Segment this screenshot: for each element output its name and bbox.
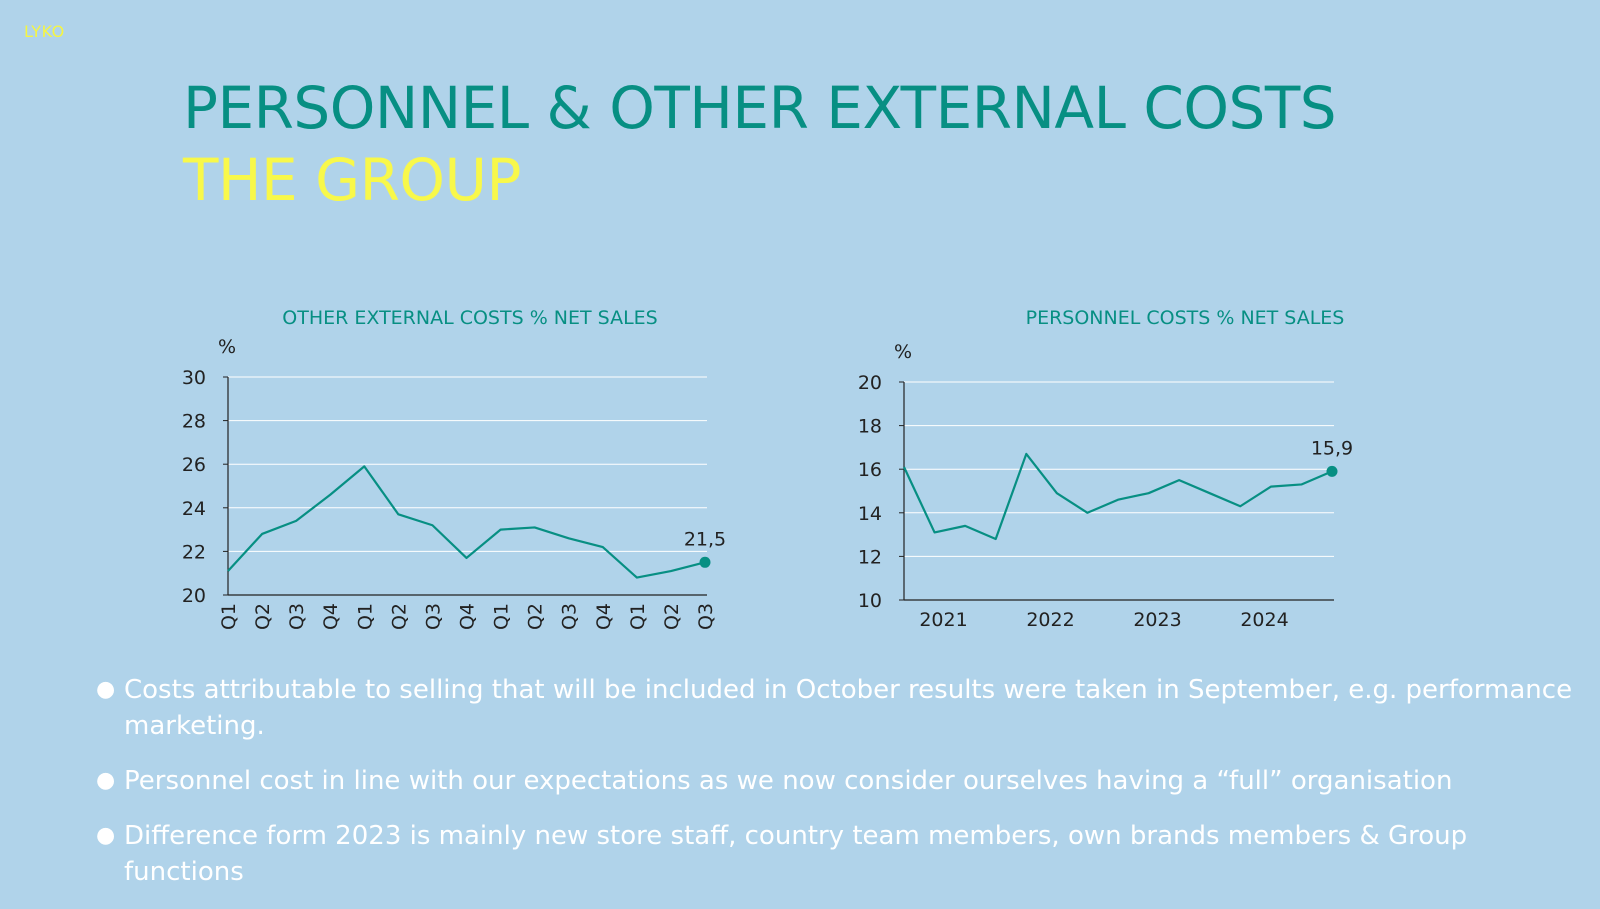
x-tick-label: Q2 — [525, 603, 547, 630]
last-data-point — [1326, 465, 1338, 477]
x-tick-label: Q3 — [286, 603, 308, 630]
y-tick-label: 14 — [858, 503, 882, 525]
chart-personnel-costs: 10 12 14 16 18 20% 2021 2022 2023 2024 15,9 — [858, 341, 1353, 631]
y-tick-label: 18 — [858, 416, 882, 438]
last-data-point — [699, 556, 711, 568]
y-tick-label: 28 — [182, 411, 206, 433]
data-line — [903, 452, 1333, 541]
y-tick-label: 22 — [182, 541, 206, 563]
bullet-text: Difference form 2023 is mainly new store… — [124, 821, 1468, 887]
x-tick-label: Q3 — [559, 603, 581, 630]
data-line — [227, 465, 706, 579]
y-tick-label: 20 — [858, 372, 882, 394]
x-tick-label: 2023 — [1133, 609, 1181, 631]
chart-other-external-costs: 20 22 24 26 28 30% Q1 Q2 Q3 Q4 Q1 Q2 Q3 Q4 Q1 Q2 Q3 Q4 Q1 Q… — [182, 336, 726, 630]
bullet-item: ● Difference form 2023 is mainly new stor… — [96, 818, 1576, 890]
x-tick-label: Q1 — [627, 603, 649, 630]
x-tick-label: Q2 — [388, 603, 410, 630]
chart1-title: OTHER EXTERNAL COSTS % NET SALES — [282, 307, 658, 329]
y-axis-label: % — [218, 336, 236, 358]
x-tick-label: Q3 — [695, 603, 717, 630]
y-tick-label: 10 — [858, 590, 882, 612]
bullet-item: ● Costs attributable to selling that will… — [96, 672, 1576, 744]
x-tick-label: Q2 — [252, 603, 274, 630]
y-tick-label: 12 — [858, 546, 882, 568]
y-tick-label: 20 — [182, 585, 206, 607]
logo: LYKO — [24, 22, 65, 41]
title-highlight: THE GROUP — [183, 146, 521, 214]
y-tick-label: 16 — [858, 459, 882, 481]
x-tick-label: Q2 — [661, 603, 683, 630]
x-tick-label: Q4 — [320, 603, 342, 630]
y-tick-label: 30 — [182, 367, 206, 389]
x-tick-label: Q1 — [354, 603, 376, 630]
data-label: 15,9 — [1311, 437, 1353, 459]
chart2-title: PERSONNEL COSTS % NET SALES — [1025, 307, 1345, 329]
y-tick-label: 24 — [182, 498, 206, 520]
bullet-item: ● Personnel cost in line with our expecta… — [96, 763, 1576, 799]
bullet-dot-icon: ● — [96, 677, 116, 702]
x-tick-label: 2021 — [919, 609, 967, 631]
x-tick-label: Q3 — [422, 603, 444, 630]
bullet-list: ● Costs attributable to selling that will… — [96, 672, 1576, 909]
x-tick-label: 2022 — [1026, 609, 1074, 631]
x-tick-label: Q1 — [491, 603, 513, 630]
x-tick-label: Q1 — [218, 603, 240, 630]
x-tick-label: Q4 — [457, 603, 479, 630]
title-main: PERSONNEL & OTHER EXTERNAL COSTS — [183, 74, 1337, 142]
bullet-text: Personnel cost in line with our expectat… — [124, 766, 1453, 796]
data-label: 21,5 — [684, 528, 726, 550]
y-tick-label: 26 — [182, 454, 206, 476]
bullet-dot-icon: ● — [96, 768, 116, 793]
bullet-text: Costs attributable to selling that will … — [124, 675, 1573, 741]
x-tick-label: 2024 — [1240, 609, 1288, 631]
x-tick-label: Q4 — [593, 603, 615, 630]
bullet-dot-icon: ● — [96, 823, 116, 848]
y-axis-label: % — [894, 341, 912, 363]
page-title: PERSONNEL & OTHER EXTERNAL COSTS THE GRO… — [183, 72, 1443, 216]
